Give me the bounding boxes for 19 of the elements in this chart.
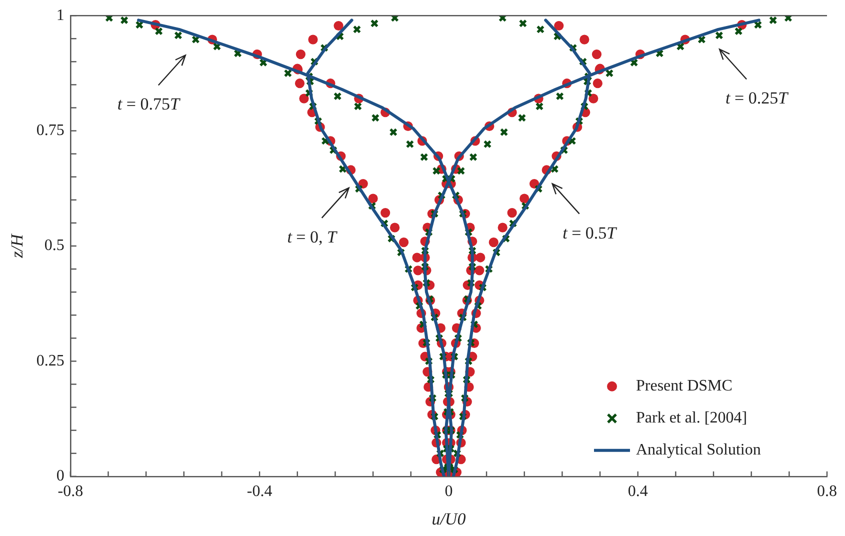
legend-label: Park et al. [2004] [636, 410, 748, 427]
y-tick-label: 0.25 [36, 352, 64, 370]
legend-label: Analytical Solution [636, 442, 761, 459]
y-axis-title: z/H [8, 232, 27, 259]
x-axis-title: u/U0 [432, 509, 466, 528]
annotation: t = 0.25T [726, 88, 790, 108]
legend-label: Present DSMC [636, 378, 732, 395]
x-tick-label: 0.4 [628, 483, 648, 500]
y-tick-label: 0.5 [44, 237, 64, 254]
y-tick-label: 0 [56, 468, 64, 485]
annotation: t = 0.5T [562, 223, 618, 242]
annotation: t = 0, T [287, 227, 338, 246]
x-tick-label: 0 [444, 483, 453, 500]
y-tick-label: 0.75 [36, 122, 64, 140]
x-tick-label: 0.8 [817, 483, 837, 500]
y-tick-label: 1 [56, 6, 64, 24]
x-tick-label: -0.8 [58, 483, 84, 500]
x-tick-label: -0.4 [246, 483, 272, 500]
annotation: t = 0.75T [117, 94, 181, 114]
